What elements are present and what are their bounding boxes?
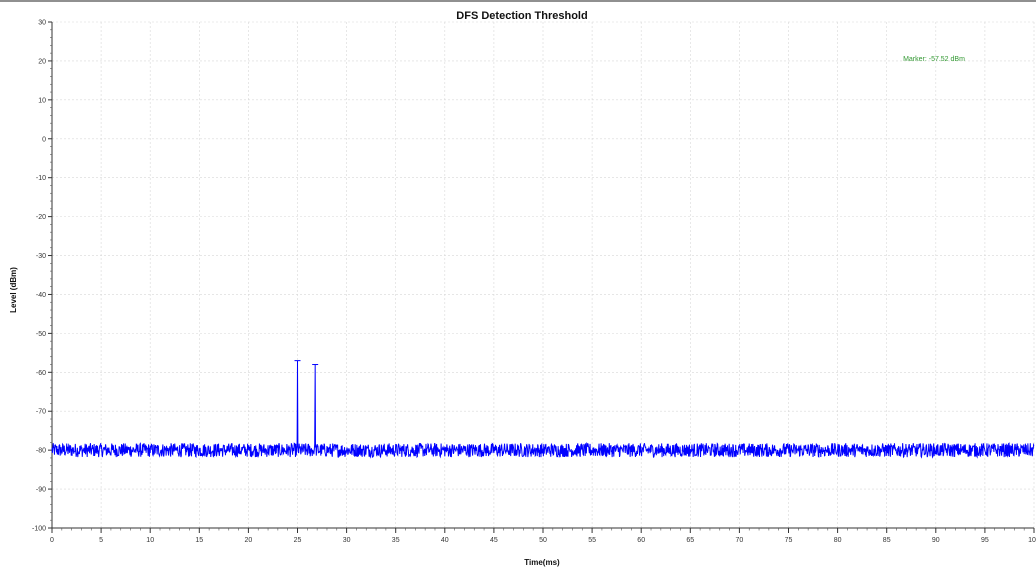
- y-ticks: 30 20 10 0 -10 -20 -30 -40 -50 -60 -70 -80 -90 -100: [32, 20, 52, 533]
- y-tick-label: -30: [36, 253, 46, 260]
- grid: [51, 21, 1035, 529]
- x-tick-label: 100: [1028, 537, 1036, 544]
- y-tick-label: -70: [36, 409, 46, 416]
- x-axis-label: Time(ms): [524, 558, 560, 567]
- y-tick-label: -100: [32, 526, 46, 533]
- y-tick-label: -20: [36, 214, 46, 221]
- x-tick-label: 10: [146, 537, 154, 544]
- x-tick-label: 65: [686, 537, 694, 544]
- x-tick-label: 75: [785, 537, 793, 544]
- x-ticks: 0 5 10 15 20 25 30 35 40 45 50 55 60 65 70 75 80 85 90 95 10…: [50, 528, 1036, 544]
- x-tick-label: 70: [736, 537, 744, 544]
- x-tick-label: 5: [99, 537, 103, 544]
- y-tick-label: -60: [36, 370, 46, 377]
- x-tick-label: 30: [343, 537, 351, 544]
- y-tick-label: -50: [36, 331, 46, 338]
- x-tick-label: 90: [932, 537, 940, 544]
- y-tick-label: 10: [38, 97, 46, 104]
- x-tick-label: 50: [539, 537, 547, 544]
- y-tick-label: -40: [36, 292, 46, 299]
- x-tick-label: 55: [588, 537, 596, 544]
- x-tick-label: 60: [637, 537, 645, 544]
- y-tick-label: 20: [38, 58, 46, 65]
- y-tick-label: -10: [36, 175, 46, 182]
- y-tick-label: 30: [38, 20, 46, 27]
- x-tick-label: 0: [50, 537, 54, 544]
- chart-title: DFS Detection Threshold: [456, 10, 587, 22]
- y-tick-label: -90: [36, 487, 46, 494]
- x-tick-label: 40: [441, 537, 449, 544]
- x-tick-label: 80: [834, 537, 842, 544]
- x-tick-label: 20: [245, 537, 253, 544]
- x-tick-label: 85: [883, 537, 891, 544]
- marker-readout: Marker: -57.52 dBm: [903, 56, 965, 63]
- x-tick-label: 45: [490, 537, 498, 544]
- signal-series-line: [51, 360, 1035, 459]
- x-tick-label: 95: [981, 537, 989, 544]
- y-axis-label: Level (dBm): [9, 267, 18, 313]
- pulse-caps: [294, 360, 319, 366]
- y-tick-label: 0: [42, 136, 46, 143]
- x-tick-label: 15: [195, 537, 203, 544]
- y-tick-label: -80: [36, 448, 46, 455]
- x-tick-label: 25: [294, 537, 302, 544]
- x-tick-label: 35: [392, 537, 400, 544]
